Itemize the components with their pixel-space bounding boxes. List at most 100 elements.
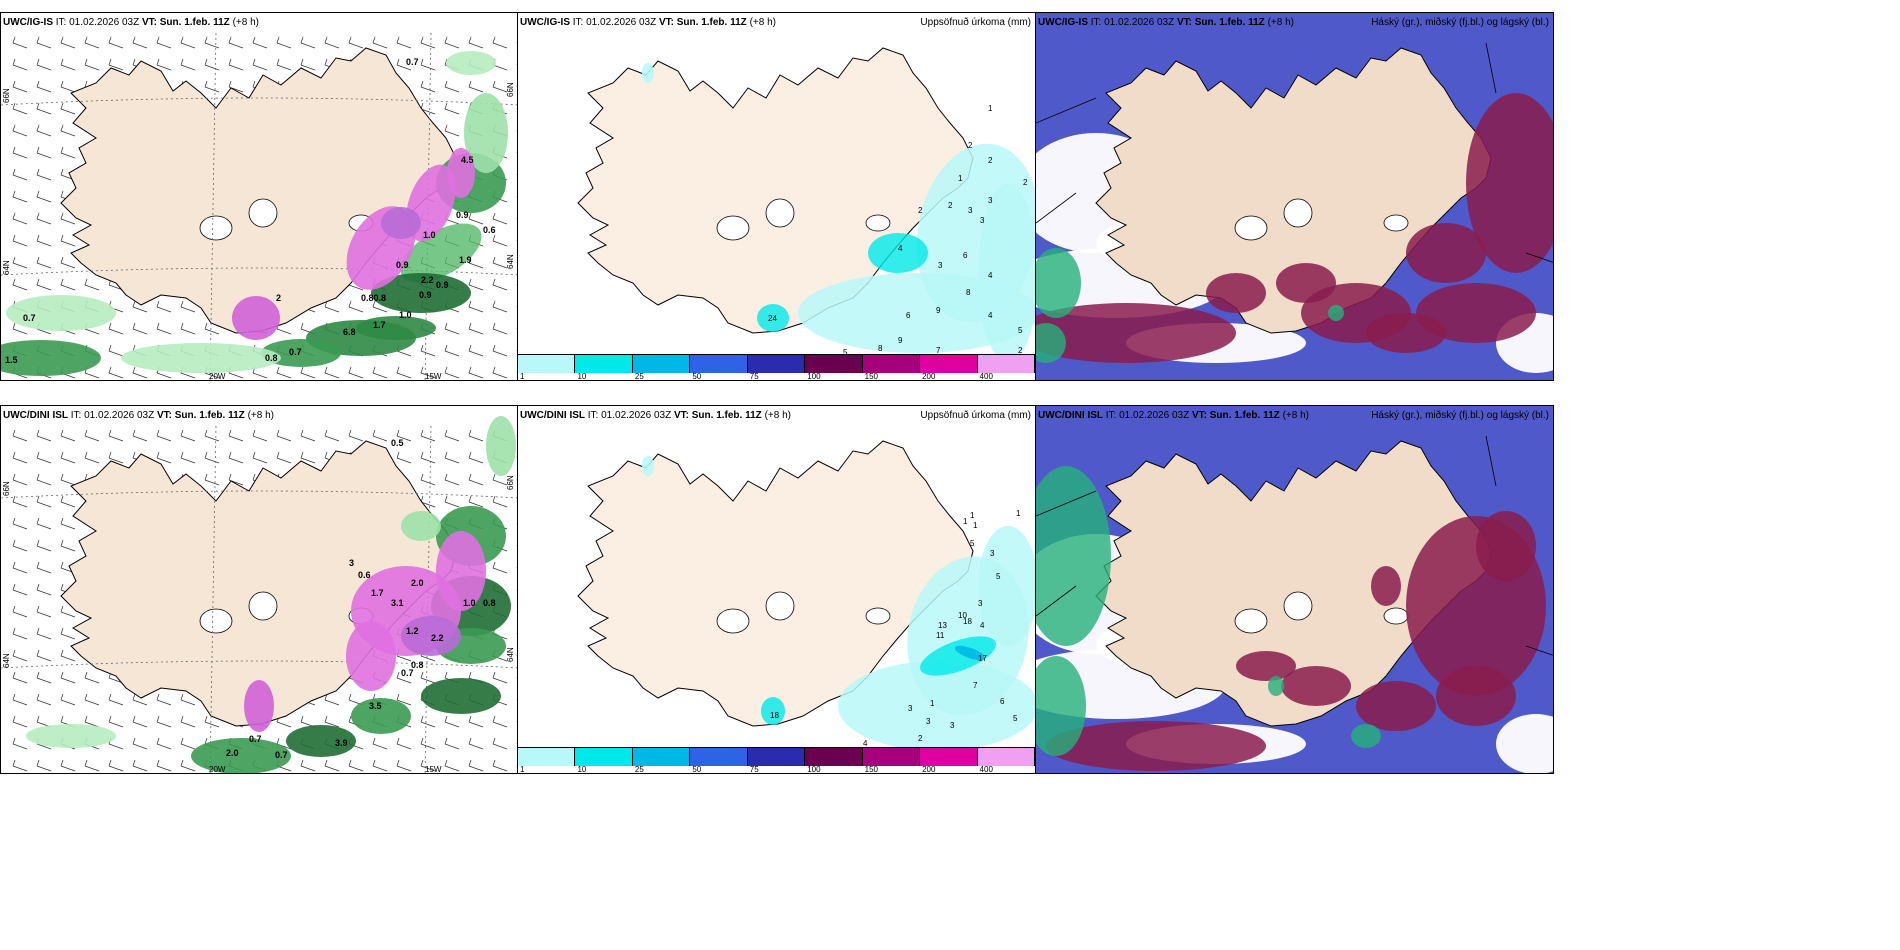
map-canvas: 1 2 2 1 2 3 4 3 2 6 3 4 8 6 9 9 4 5 7 2 8 5 24 3 2 <box>577 47 1035 363</box>
glacier-outline <box>199 215 233 241</box>
precip-value-label: 0.9 <box>456 210 469 220</box>
precip-value-label: 5 <box>843 348 848 357</box>
colorbar-swatch <box>805 355 863 373</box>
precip-value-label: 2 <box>918 206 923 215</box>
precip-value-label: 2.0 <box>411 578 424 588</box>
colorbar-tick-label: 1 <box>520 372 525 381</box>
latitude-label: 66N <box>2 481 11 496</box>
precip-value-label: 3.9 <box>335 738 348 748</box>
precip-value-label: 2 <box>1023 178 1028 187</box>
colorbar-swatch <box>632 355 691 373</box>
colorbar-tick-label: 75 <box>749 765 759 774</box>
panel-clouds-dini: UWC/DINI ISL IT: 01.02.2026 03Z VT: Sun.… <box>1035 405 1554 774</box>
precip-value-label: 0.6 <box>358 570 371 580</box>
precip-pink-shading <box>232 148 475 340</box>
precip-value-label: 1 <box>1016 509 1021 518</box>
panel-title: Háský (gr.), miðský (fj.bl.) og lágský (… <box>1371 410 1549 421</box>
latitude-label: 64N <box>506 647 515 662</box>
colorbar-tick-label: 400 <box>979 372 993 381</box>
precip-value-label: 1 <box>973 521 978 530</box>
precip-value-label: 5 <box>970 539 975 548</box>
colorbar-swatch <box>862 748 921 766</box>
colorbar-tick-label: 50 <box>692 765 702 774</box>
glacier-outline <box>1234 608 1268 634</box>
precip-value-label: 3.1 <box>391 598 404 608</box>
precip-value-label: 0.8 <box>265 353 278 363</box>
latitude-label: 66N <box>506 475 515 490</box>
precip-value-label: 2 <box>988 156 993 165</box>
colorbar-swatch <box>920 748 978 766</box>
precip-value-label: 5 <box>1013 714 1018 723</box>
precip-value-label: 18 <box>963 617 972 626</box>
precip-value-label: 0.7 <box>401 668 414 678</box>
colorbar-tick-label: 200 <box>922 765 936 774</box>
longitude-label: 15W <box>425 372 442 381</box>
glacier-outline <box>716 215 750 241</box>
precip-value-label: 3 <box>968 206 973 215</box>
graticule <box>1 425 517 773</box>
precip-value-label: 0.80.8 <box>361 293 386 303</box>
precip-value-label: 17 <box>978 654 987 663</box>
precip-value-label: 1.7 <box>373 320 386 330</box>
precip-value-label: 1 <box>930 699 935 708</box>
map-canvas <box>1036 406 1553 773</box>
precip-colorbar: 1 10 25 50 75 100 150 200 400 <box>518 747 1035 773</box>
panel-title: Háský (gr.), miðský (fj.bl.) og lágský (… <box>1371 17 1549 28</box>
latitude-label: 66N <box>2 88 11 103</box>
colorbar-tick-label: 25 <box>634 372 644 381</box>
glacier-outline <box>248 198 278 228</box>
panel-accum-precip-dini: UWC/DINI ISL IT: 01.02.2026 03Z VT: Sun.… <box>517 405 1036 774</box>
map-canvas: 0.70.70.91.01.92.20.90.80.81.06.81.70.70… <box>1 32 517 381</box>
glacier-outline <box>1283 198 1313 228</box>
precip-value-label: 0.9 <box>396 260 409 270</box>
panel-title: Uppsöfnuð úrkoma (mm) <box>920 410 1031 421</box>
precip-value-label: 4 <box>988 311 993 320</box>
precip-value-label: 0.7 <box>275 750 288 760</box>
precip-cyan-shading <box>642 456 1035 751</box>
glacier-outline <box>1383 214 1409 232</box>
high-cloud-shading <box>1046 511 1546 771</box>
colorbar-swatch <box>690 748 748 766</box>
precip-value-label: 1 <box>958 174 963 183</box>
precip-value-label: 3 <box>980 216 985 225</box>
precip-value-label: 8 <box>966 288 971 297</box>
panel-header: UWC/IG-IS IT: 01.02.2026 03Z VT: Sun. 1.… <box>3 17 259 28</box>
precip-value-label: 0.7 <box>23 313 36 323</box>
panel-header: UWC/IG-IS IT: 01.02.2026 03Z VT: Sun. 1.… <box>1038 17 1294 28</box>
colorbar-swatch <box>632 748 691 766</box>
precip-value-label: 0.7 <box>289 347 302 357</box>
precip-value-label: 8 <box>878 344 883 353</box>
colorbar-swatch <box>575 748 633 766</box>
precip-value-label: 5 <box>1018 326 1023 335</box>
precip-colorbar: 1 10 25 50 75 100 150 200 400 <box>518 354 1035 380</box>
precip-value-label: 6 <box>906 311 911 320</box>
precip-value-label: 2 <box>1018 346 1023 355</box>
precip-value-label: 0.6 <box>483 225 496 235</box>
glacier-outline <box>716 608 750 634</box>
glacier-outline <box>765 591 795 621</box>
precip-value-label: 24 <box>768 314 777 323</box>
precip-value-label: 6.8 <box>343 327 356 337</box>
colorbar-swatch <box>747 748 806 766</box>
precip-value-label: 3 <box>349 558 354 568</box>
precip-value-label: 7 <box>936 346 941 355</box>
colorbar-tick-label: 25 <box>634 765 644 774</box>
glacier-outline <box>1383 607 1409 625</box>
precip-value-label: 9 <box>898 336 903 345</box>
colorbar-tick-label: 1 <box>520 765 525 774</box>
glacier-outline <box>865 214 891 232</box>
panel-header: UWC/DINI ISL IT: 01.02.2026 03Z VT: Sun.… <box>520 410 791 421</box>
precip-value-label: 4 <box>988 271 993 280</box>
glacier-outline <box>765 198 795 228</box>
precip-value-label: 9 <box>936 306 941 315</box>
colorbar-tick-label: 150 <box>864 372 879 381</box>
precip-value-label: 2.2 <box>431 633 444 643</box>
precip-value-label: 3 <box>950 721 955 730</box>
precip-value-label: 3 <box>926 717 931 726</box>
precip-value-label: 1.9 <box>459 255 472 265</box>
precip-value-label: 0.5 <box>391 438 404 448</box>
precip-value-label: 6 <box>963 251 968 260</box>
colorbar-tick-label: 100 <box>807 765 821 774</box>
colorbar-swatch <box>747 355 806 373</box>
precip-value-label: 10 <box>958 611 967 620</box>
